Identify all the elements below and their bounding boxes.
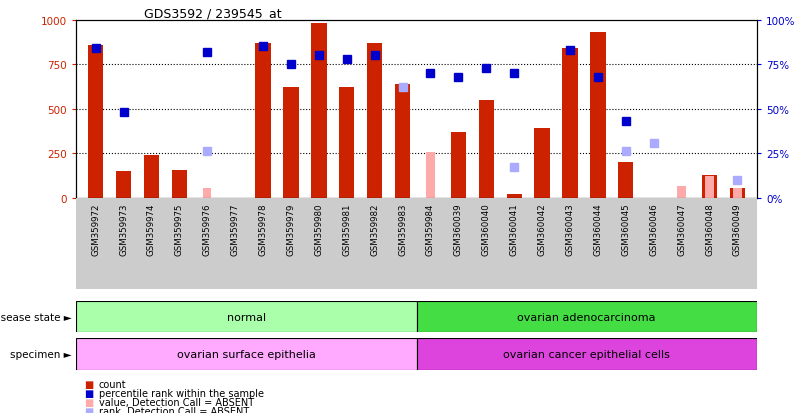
FancyBboxPatch shape	[417, 301, 757, 332]
Bar	[367, 44, 382, 198]
Text: GSM359973: GSM359973	[119, 203, 128, 255]
Text: GSM359981: GSM359981	[342, 203, 352, 255]
Text: ■: ■	[84, 388, 94, 398]
Text: count: count	[99, 379, 126, 389]
Bar	[143, 156, 159, 198]
Bar	[284, 88, 299, 198]
Text: GSM360040: GSM360040	[481, 203, 491, 255]
Text: rank, Detection Call = ABSENT: rank, Detection Call = ABSENT	[99, 406, 249, 413]
Text: GSM360043: GSM360043	[566, 203, 574, 255]
Bar	[451, 133, 466, 198]
Text: GSM359980: GSM359980	[314, 203, 324, 255]
Text: disease state ►: disease state ►	[0, 312, 72, 322]
Text: GSM359974: GSM359974	[147, 203, 156, 255]
Bar	[733, 188, 742, 198]
Text: GSM359979: GSM359979	[287, 203, 296, 255]
Text: GSM360047: GSM360047	[677, 203, 686, 255]
Text: GDS3592 / 239545_at: GDS3592 / 239545_at	[144, 7, 282, 19]
Bar	[426, 153, 435, 198]
Bar	[203, 188, 211, 198]
Text: ■: ■	[84, 379, 94, 389]
Bar	[395, 85, 410, 198]
Bar	[116, 172, 131, 198]
Text: GSM360048: GSM360048	[705, 203, 714, 255]
Bar	[88, 45, 103, 198]
Text: ■: ■	[84, 397, 94, 407]
Bar	[479, 100, 494, 198]
Text: specimen ►: specimen ►	[10, 349, 72, 359]
Bar	[171, 171, 187, 198]
Text: ovarian adenocarcinoma: ovarian adenocarcinoma	[517, 312, 656, 322]
Text: GSM359982: GSM359982	[370, 203, 379, 255]
Text: GSM360045: GSM360045	[622, 203, 630, 255]
Bar	[706, 177, 714, 198]
Bar	[534, 129, 549, 198]
Bar	[339, 88, 354, 198]
Text: ovarian cancer epithelial cells: ovarian cancer epithelial cells	[503, 349, 670, 359]
Text: normal: normal	[227, 312, 266, 322]
Text: GSM359978: GSM359978	[259, 203, 268, 255]
Text: value, Detection Call = ABSENT: value, Detection Call = ABSENT	[99, 397, 254, 407]
Text: GSM360039: GSM360039	[454, 203, 463, 255]
Text: GSM360049: GSM360049	[733, 203, 742, 255]
Text: GSM359977: GSM359977	[231, 203, 239, 255]
Text: GSM359984: GSM359984	[426, 203, 435, 255]
Bar	[678, 187, 686, 198]
FancyBboxPatch shape	[417, 339, 757, 370]
Text: GSM360044: GSM360044	[594, 203, 602, 255]
Bar	[562, 49, 578, 198]
Bar	[311, 24, 327, 198]
Bar	[702, 175, 717, 198]
Bar	[730, 188, 745, 198]
Text: GSM359972: GSM359972	[91, 203, 100, 255]
Bar	[590, 33, 606, 198]
Text: GSM360042: GSM360042	[537, 203, 546, 255]
Text: GSM360046: GSM360046	[649, 203, 658, 255]
Bar	[618, 163, 634, 198]
Text: ■: ■	[84, 406, 94, 413]
Text: ovarian surface epithelia: ovarian surface epithelia	[177, 349, 316, 359]
Text: GSM359975: GSM359975	[175, 203, 184, 255]
Text: percentile rank within the sample: percentile rank within the sample	[99, 388, 264, 398]
FancyBboxPatch shape	[76, 339, 417, 370]
Text: GSM359983: GSM359983	[398, 203, 407, 255]
Text: GSM359976: GSM359976	[203, 203, 211, 255]
FancyBboxPatch shape	[76, 301, 417, 332]
Text: GSM360041: GSM360041	[509, 203, 519, 255]
Bar	[506, 195, 522, 198]
Bar	[256, 44, 271, 198]
